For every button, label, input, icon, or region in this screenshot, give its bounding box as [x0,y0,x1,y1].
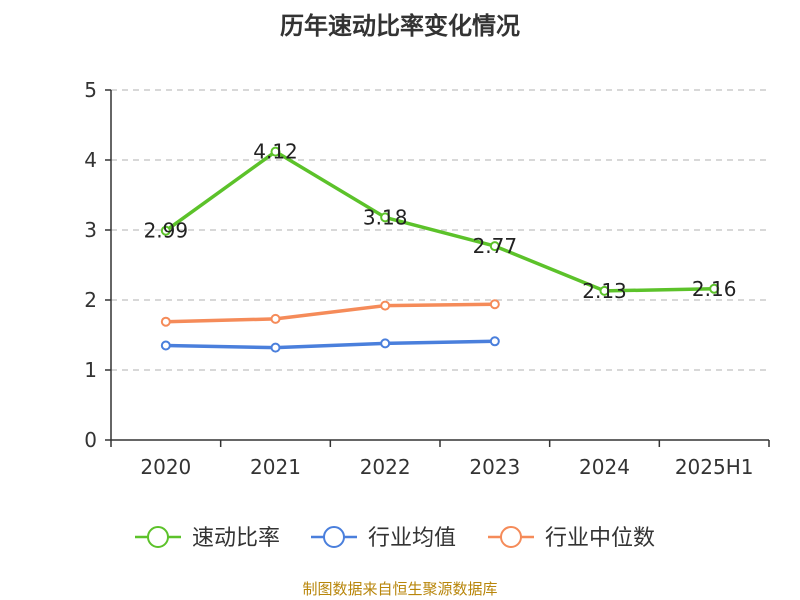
data-point [160,225,171,236]
x-tick-label: 2025H1 [675,455,754,479]
legend-marker-circle[interactable] [500,526,522,548]
legend-label[interactable]: 行业均值 [368,526,456,551]
source-note: 制图数据来自恒生聚源数据库 [302,580,498,598]
y-tick-label: 0 [84,428,97,452]
series-line [165,339,495,350]
data-point [489,299,500,310]
x-tick-label: 2023 [469,455,520,479]
data-point [270,342,281,353]
data-label: 2.99 [144,219,189,243]
data-label: 2.13 [582,279,627,303]
chart-title: 历年速动比率变化情况 [280,12,520,40]
data-label: 4.12 [253,140,298,164]
series-line [164,149,715,293]
data-point [270,313,281,324]
data-point [160,316,171,327]
legend[interactable]: 速动比率 行业均值 行业中位数 [135,526,655,551]
y-tick-label: 3 [84,218,97,242]
data-point [489,241,500,252]
series-line [165,302,495,324]
x-tick-label: 2020 [140,455,191,479]
data-point [599,285,610,296]
data-labels: 2.99 4.12 3.18 2.77 2.13 2.16 [144,140,737,303]
series-lines [160,146,720,353]
data-label: 2.77 [473,234,518,258]
data-point [380,300,391,311]
x-tick-label: 2021 [250,455,301,479]
x-tick-label: 2022 [360,455,411,479]
legend-marker-circle[interactable] [147,526,169,548]
data-point [380,212,391,223]
data-point [489,336,500,347]
y-tick-label: 1 [84,358,97,382]
data-label: 2.16 [692,277,737,301]
legend-label[interactable]: 行业中位数 [545,526,655,551]
y-tick-label: 5 [84,78,97,102]
data-point [270,146,281,157]
data-point [380,338,391,349]
y-tick-label: 2 [84,288,97,312]
legend-marker-circle[interactable] [323,526,345,548]
x-tick-label: 2024 [579,455,630,479]
axes: 0 1 2 3 4 5 2020 2021 2022 2023 2024 2025H1 [84,78,770,479]
y-tick-label: 4 [84,148,97,172]
data-point [709,283,720,294]
data-point [160,340,171,351]
data-label: 3.18 [363,205,408,229]
legend-label[interactable]: 速动比率 [192,526,280,551]
